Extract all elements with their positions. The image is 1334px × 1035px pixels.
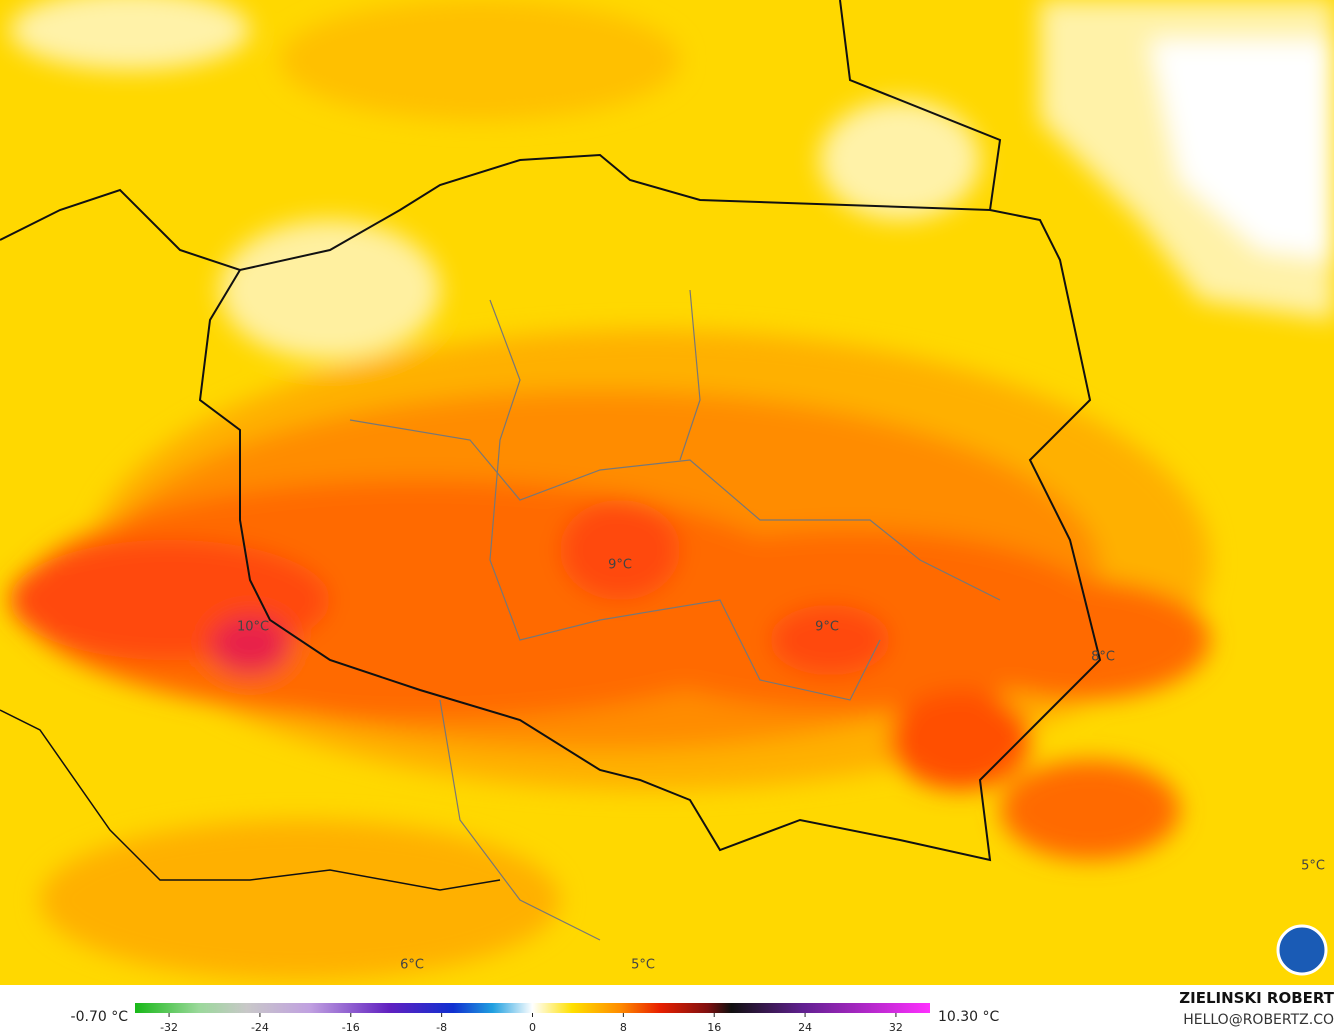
map-area: [0, 0, 1334, 985]
temperature-label: 5°C: [631, 958, 655, 973]
colorbar-tick-label: 32: [889, 1021, 903, 1034]
temperature-label: 6°C: [400, 958, 424, 973]
credit-author: ZIELINSKI ROBERT: [1179, 989, 1334, 1007]
legend-max: 10.30 °C: [938, 1009, 1000, 1025]
temperature-labels: 9°C 10°C 9°C 8°C 5°C 6°C 5°C: [237, 558, 1325, 973]
colorbar-tick-label: -16: [342, 1021, 360, 1034]
colorbar-tick-label: 0: [529, 1021, 536, 1034]
noaa-logo: [1276, 924, 1328, 976]
legend-min: -0.70 °C: [71, 1009, 129, 1025]
coastline-borders: [0, 0, 1102, 891]
colorbar-tick-label: -24: [251, 1021, 269, 1034]
colorbar-tick-label: 16: [707, 1021, 721, 1034]
temperature-label: 9°C: [608, 558, 632, 573]
colorbar-tick-label: -32: [160, 1021, 178, 1034]
colorbar-tick-label: 8: [620, 1021, 627, 1034]
colorbar-tick-label: -8: [436, 1021, 447, 1034]
region-borders: [349, 289, 1001, 941]
temperature-label: 10°C: [237, 620, 269, 635]
colorbar-tick-label: 24: [798, 1021, 812, 1034]
temperature-label: 8°C: [1091, 650, 1115, 665]
colorbar: [135, 1003, 930, 1013]
temperature-label: 5°C: [1301, 859, 1325, 874]
temperature-label: 9°C: [815, 620, 839, 635]
credit-email: HELLO@ROBERTZ.CO: [1183, 1012, 1334, 1028]
